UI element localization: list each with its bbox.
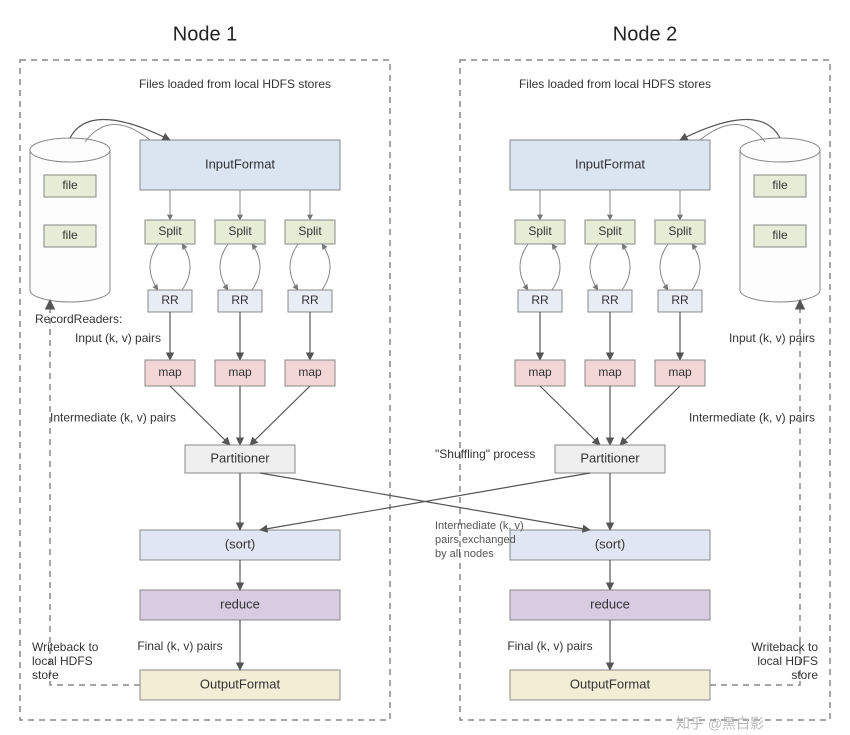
label: map — [598, 365, 622, 379]
label: map — [528, 365, 552, 379]
label: (sort) — [595, 536, 625, 551]
intermediate-kv-label: Intermediate (k, v) pairs — [689, 411, 815, 425]
label: file — [772, 228, 788, 242]
label: Partitioner — [210, 450, 270, 465]
label: Intermediate (k, v) — [435, 520, 524, 532]
node-title: Node 2 — [613, 23, 678, 45]
final-kv-label: Final (k, v) pairs — [137, 639, 222, 653]
label: RR — [601, 293, 619, 307]
label: Split — [598, 224, 622, 238]
label: reduce — [220, 596, 260, 611]
writeback-label: Writeback to — [32, 640, 99, 654]
label: Split — [668, 224, 692, 238]
node-title: Node 1 — [173, 23, 238, 45]
label: map — [668, 365, 692, 379]
label: map — [228, 365, 252, 379]
label: RR — [161, 293, 179, 307]
label: reduce — [590, 596, 630, 611]
label: Split — [528, 224, 552, 238]
label: file — [62, 228, 78, 242]
label: map — [158, 365, 182, 379]
label: file — [62, 178, 78, 192]
label: RR — [231, 293, 249, 307]
label: store — [32, 668, 59, 682]
writeback-label: Writeback to — [752, 640, 819, 654]
watermark: 知乎 @黑白影 — [676, 716, 764, 732]
label: (sort) — [225, 536, 255, 551]
files-loaded-label: Files loaded from local HDFS stores — [519, 77, 711, 91]
final-kv-label: Final (k, v) pairs — [507, 639, 592, 653]
label: OutputFormat — [200, 676, 281, 691]
label: InputFormat — [575, 156, 645, 171]
mapreduce-diagram: Node 1 file file Files loaded from local HD… — [0, 0, 850, 735]
recordreaders-label: RecordReaders: — [35, 312, 122, 326]
label: RR — [531, 293, 549, 307]
label: store — [791, 668, 818, 682]
label: Split — [228, 224, 252, 238]
label: map — [298, 365, 322, 379]
label: OutputFormat — [570, 676, 651, 691]
label: by all nodes — [435, 548, 494, 560]
shuffling-label: "Shuffling" process — [435, 447, 535, 461]
label: Split — [158, 224, 182, 238]
label: pairs exchanged — [435, 534, 516, 546]
label: file — [772, 178, 788, 192]
input-kv-label: Input (k, v) pairs — [75, 331, 161, 345]
label: RR — [301, 293, 319, 307]
label: RR — [671, 293, 689, 307]
label: local HDFS — [757, 654, 818, 668]
label: InputFormat — [205, 156, 275, 171]
label: Split — [298, 224, 322, 238]
label: Partitioner — [580, 450, 640, 465]
input-kv-label: Input (k, v) pairs — [729, 331, 815, 345]
intermediate-kv-label: Intermediate (k, v) pairs — [50, 411, 176, 425]
files-loaded-label: Files loaded from local HDFS stores — [139, 77, 331, 91]
label: local HDFS — [32, 654, 93, 668]
